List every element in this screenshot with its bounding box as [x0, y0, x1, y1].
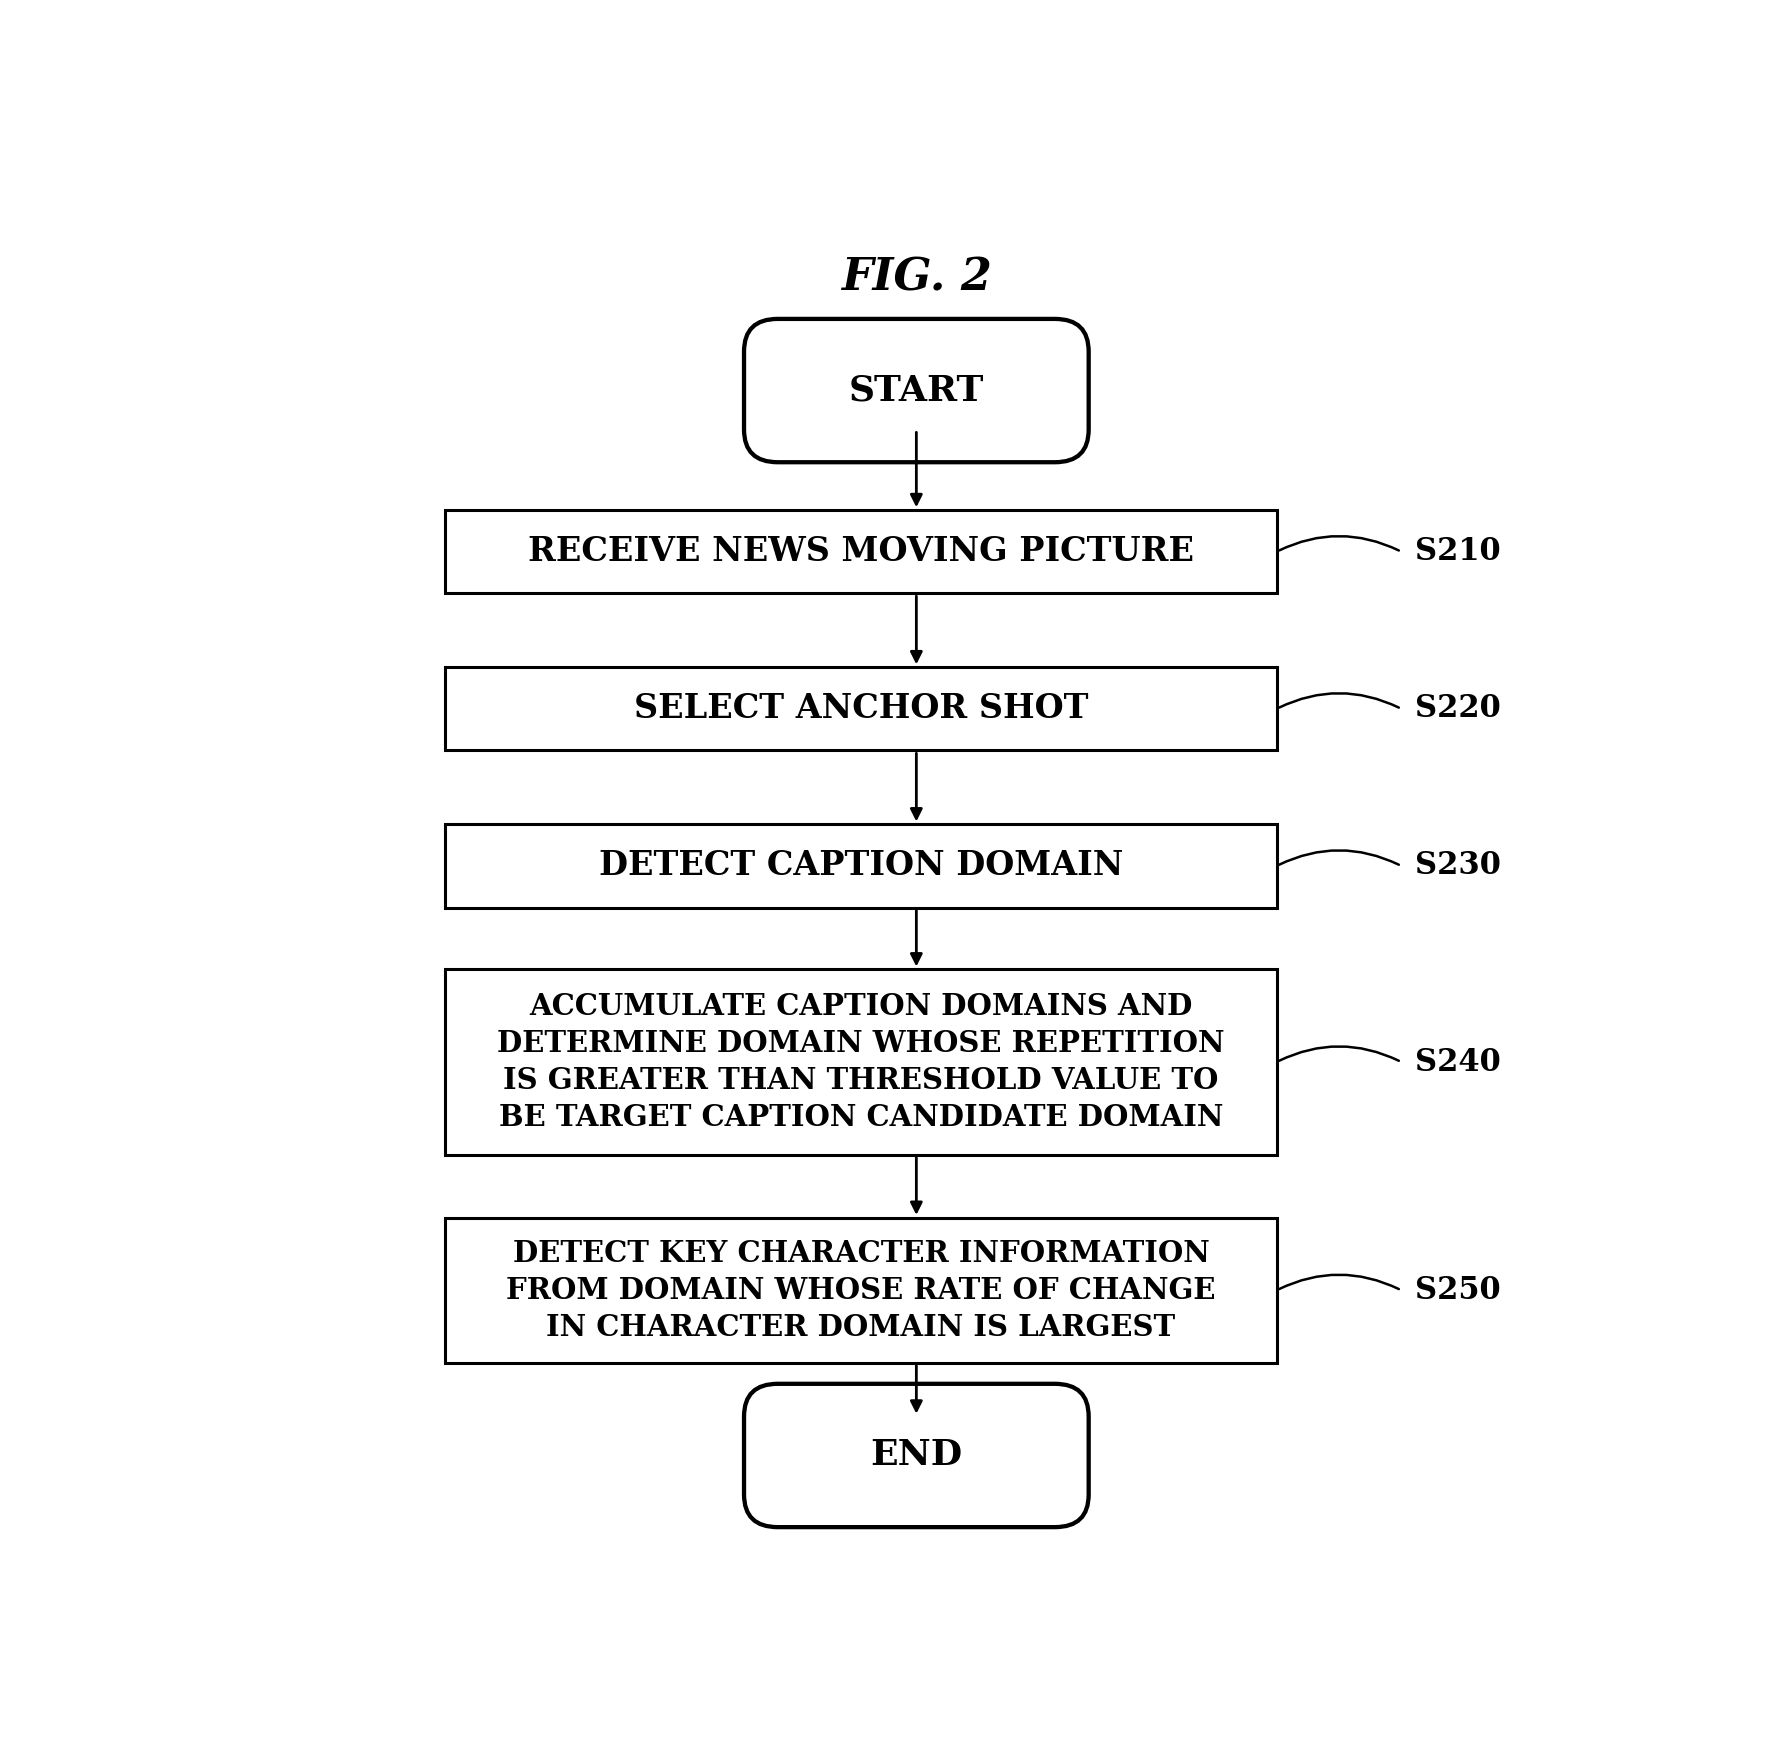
- Text: S250: S250: [1416, 1275, 1500, 1306]
- FancyBboxPatch shape: [744, 319, 1089, 462]
- Text: S220: S220: [1416, 694, 1500, 724]
- FancyBboxPatch shape: [744, 1383, 1089, 1528]
- Bar: [445, 509, 1277, 593]
- Bar: [445, 668, 1277, 750]
- Text: S210: S210: [1416, 535, 1500, 567]
- Text: RECEIVE NEWS MOVING PICTURE: RECEIVE NEWS MOVING PICTURE: [527, 535, 1194, 569]
- Text: END: END: [871, 1439, 962, 1472]
- Text: DETECT KEY CHARACTER INFORMATION
FROM DOMAIN WHOSE RATE OF CHANGE
IN CHARACTER D: DETECT KEY CHARACTER INFORMATION FROM DO…: [506, 1238, 1216, 1341]
- Text: S230: S230: [1416, 851, 1502, 881]
- Bar: [445, 1217, 1277, 1362]
- Text: ACCUMULATE CAPTION DOMAINS AND
DETERMINE DOMAIN WHOSE REPETITION
IS GREATER THAN: ACCUMULATE CAPTION DOMAINS AND DETERMINE…: [497, 992, 1225, 1132]
- Text: S240: S240: [1416, 1046, 1500, 1078]
- Bar: [445, 825, 1277, 907]
- Text: FIG. 2: FIG. 2: [840, 256, 992, 300]
- Bar: [445, 970, 1277, 1155]
- Text: START: START: [849, 373, 983, 408]
- Text: DETECT CAPTION DOMAIN: DETECT CAPTION DOMAIN: [599, 849, 1123, 882]
- Text: SELECT ANCHOR SHOT: SELECT ANCHOR SHOT: [633, 692, 1089, 726]
